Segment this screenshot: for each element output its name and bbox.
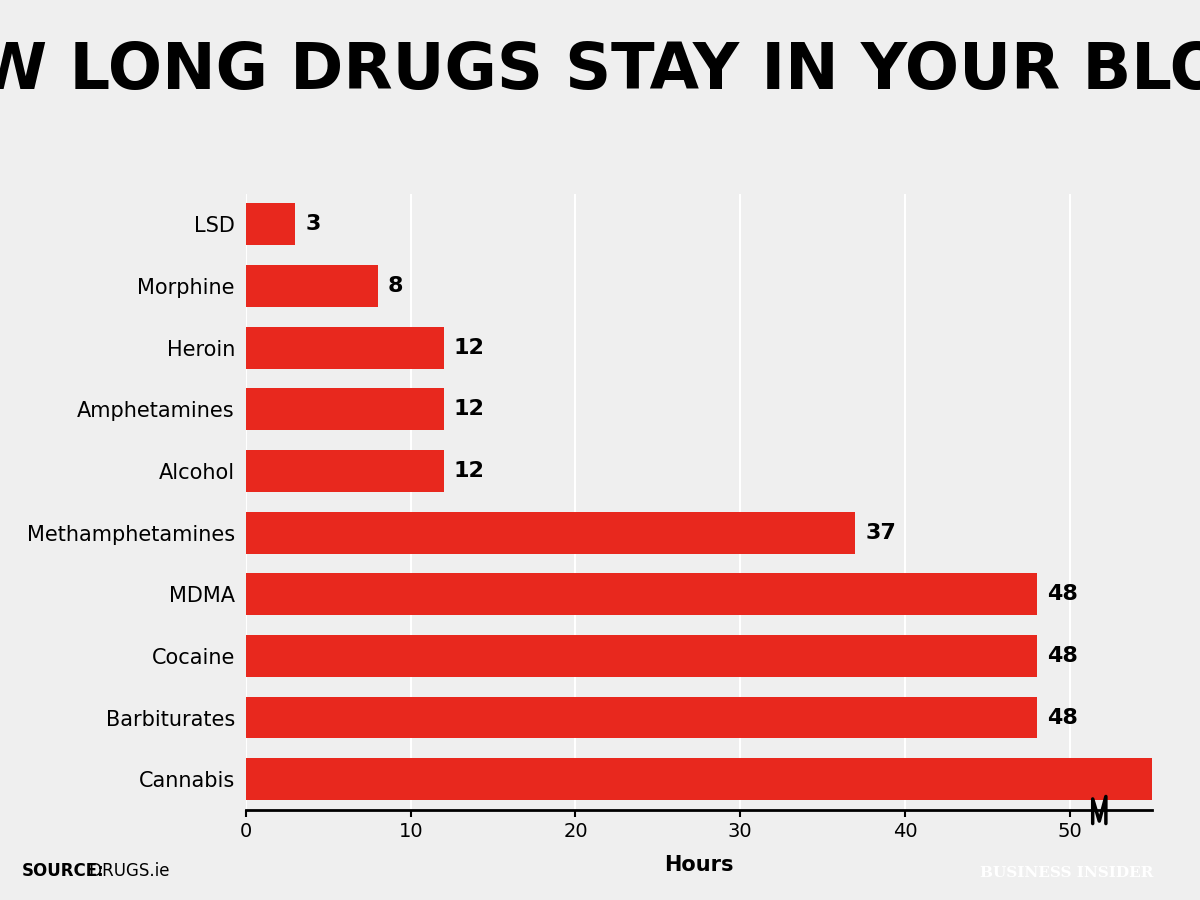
Text: DRUGS.ie: DRUGS.ie <box>84 862 169 880</box>
Bar <box>246 265 378 307</box>
Text: 12: 12 <box>454 338 485 357</box>
Text: 48: 48 <box>1046 584 1078 604</box>
Bar <box>246 697 1037 739</box>
Text: 3: 3 <box>305 214 320 234</box>
Bar <box>246 758 1200 800</box>
Bar <box>246 634 1037 677</box>
Bar <box>246 573 1037 616</box>
Bar <box>246 327 444 369</box>
Text: HOW LONG DRUGS STAY IN YOUR BLOOD: HOW LONG DRUGS STAY IN YOUR BLOOD <box>0 40 1200 103</box>
Text: 12: 12 <box>454 400 485 419</box>
Bar <box>246 511 856 554</box>
Text: 37: 37 <box>865 523 896 543</box>
Text: BUSINESS INSIDER: BUSINESS INSIDER <box>980 866 1153 880</box>
Text: 8: 8 <box>388 276 403 296</box>
Bar <box>246 450 444 492</box>
Bar <box>246 388 444 430</box>
Bar <box>246 203 295 246</box>
X-axis label: Hours: Hours <box>665 855 733 875</box>
Text: 12: 12 <box>454 461 485 481</box>
Text: 48: 48 <box>1046 646 1078 666</box>
Text: SOURCE:: SOURCE: <box>22 862 104 880</box>
Text: 48: 48 <box>1046 707 1078 727</box>
